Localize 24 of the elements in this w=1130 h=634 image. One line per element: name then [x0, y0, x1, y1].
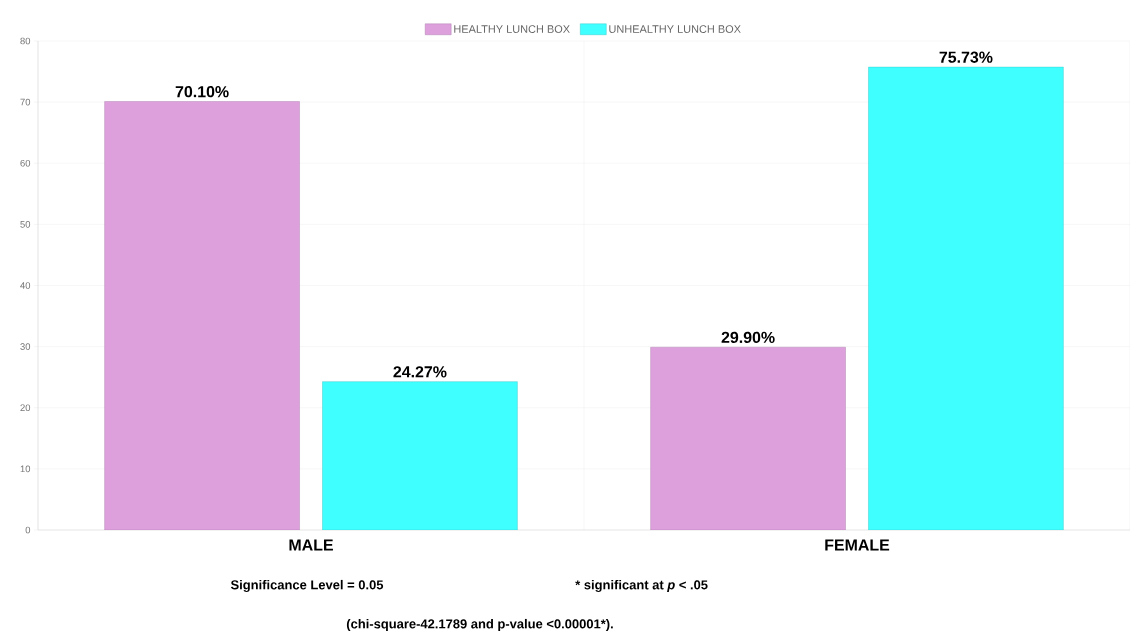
x-tick-label: MALE: [289, 539, 333, 551]
y-tick-label: 40: [20, 282, 31, 289]
y-tick-label: 30: [20, 343, 31, 350]
text: (chi-square-42.1789 and p-value <0.00001*).: [346, 618, 613, 632]
text: Significance Level = 0.05: [230, 579, 384, 593]
data-label: 29.90%: [721, 331, 775, 344]
y-tick-label: 0: [25, 526, 31, 534]
data-label: 24.27%: [393, 366, 447, 378]
y-tick-label: 20: [20, 404, 31, 412]
y-tick-label: 60: [20, 159, 31, 167]
x-tick-label: FEMALE: [825, 539, 890, 551]
legend-label: HEALTHY LUNCH BOX: [454, 25, 570, 33]
data-label: 75.73%: [939, 51, 993, 63]
bar: [104, 101, 300, 530]
bar: [650, 347, 846, 530]
bar: [868, 66, 1064, 530]
y-tick-label: 70: [20, 98, 31, 106]
legend-label: UNHEALTHY LUNCH BOX: [609, 25, 741, 33]
y-tick-label: 80: [20, 37, 31, 45]
data-label: 70.10%: [175, 86, 229, 98]
bar: [322, 381, 518, 530]
y-tick-label: 10: [20, 465, 31, 473]
text: * significant at p < .05: [575, 579, 708, 593]
y-tick-label: 50: [20, 221, 31, 228]
